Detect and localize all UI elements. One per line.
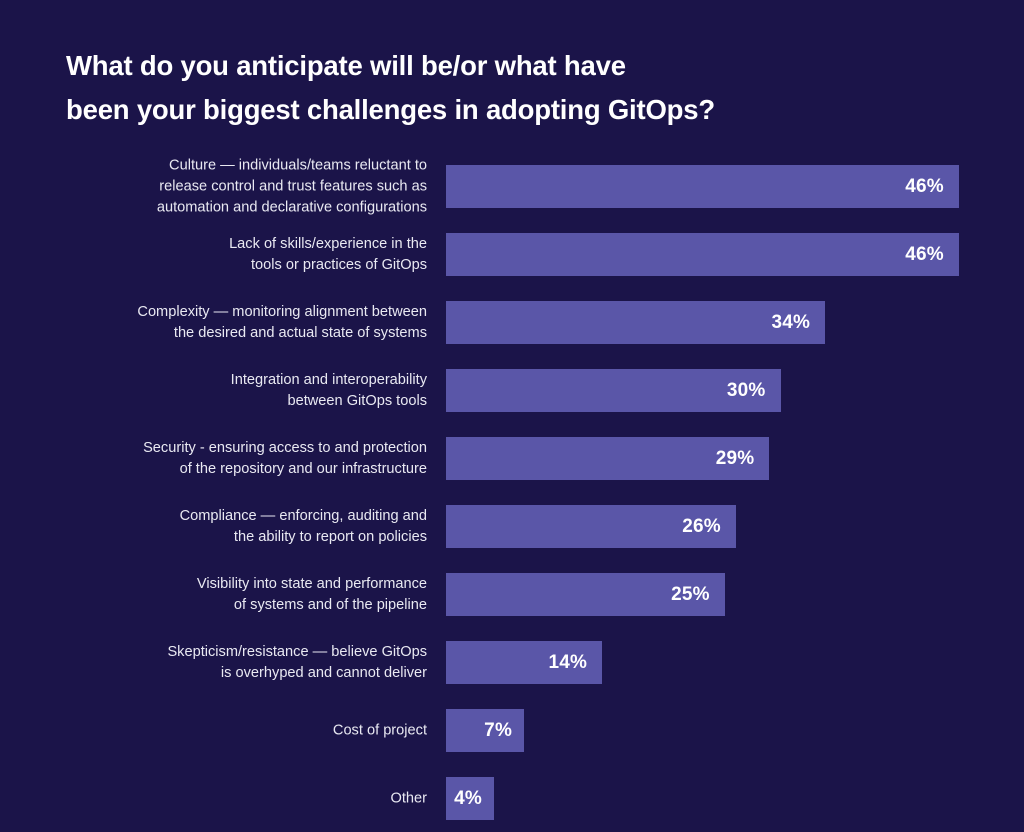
bar-category-label-line: Compliance — enforcing, auditing and bbox=[179, 507, 427, 524]
bar-row: Security - ensuring access to and protec… bbox=[0, 437, 1024, 480]
bar-category-label: Visibility into state and performance of … bbox=[47, 574, 427, 616]
bar-category-label: Skepticism/resistance — believe GitOps is… bbox=[47, 642, 427, 684]
bar-row: Visibility into state and performance of … bbox=[0, 573, 1024, 616]
bar-value-label: 34% bbox=[771, 311, 811, 333]
bar-value-label: 46% bbox=[905, 175, 944, 197]
bar-track: 34% bbox=[446, 301, 826, 344]
bar-chart-plot-area: Culture — individuals/teams reluctant to… bbox=[0, 144, 1024, 832]
bar[interactable]: 4% bbox=[446, 777, 494, 820]
bar-track: 7% bbox=[446, 709, 525, 752]
bar-track: 29% bbox=[446, 437, 770, 480]
bar-category-label-line: Culture — individuals/teams reluctant to bbox=[169, 157, 427, 173]
title-line-1: What do you anticipate will be/or what h… bbox=[66, 50, 626, 81]
bar[interactable]: 46% bbox=[446, 165, 959, 208]
bar[interactable]: 7% bbox=[446, 709, 525, 752]
bar-track: 26% bbox=[446, 505, 736, 548]
bar[interactable]: 46% bbox=[446, 233, 959, 276]
bar[interactable]: 29% bbox=[446, 437, 770, 480]
bar-category-label-line: Visibility into state and performance bbox=[196, 575, 427, 592]
bar-track: 46% bbox=[446, 233, 959, 276]
bar-category-label-line: Lack of skills/experience in the bbox=[229, 235, 427, 252]
bar-category-label-line: of the repository and our infrastructure bbox=[179, 460, 427, 477]
bar-value-label: 30% bbox=[726, 379, 766, 401]
bar-category-label-line: automation and declarative configuration… bbox=[156, 199, 427, 215]
bar-row: Integration and interoperability between … bbox=[0, 369, 1024, 412]
title-line-2: been your biggest challenges in adopting… bbox=[66, 94, 715, 125]
bar-category-label: Other bbox=[47, 788, 428, 809]
bar-category-label: Compliance — enforcing, auditing and the … bbox=[47, 506, 427, 548]
bar-row: Culture — individuals/teams reluctant to… bbox=[0, 157, 1024, 215]
bar[interactable]: 14% bbox=[446, 641, 603, 684]
bar-track: 25% bbox=[446, 573, 725, 616]
bar-row: Cost of project 7% bbox=[0, 709, 1024, 752]
bar-row: Complexity — monitoring alignment betwee… bbox=[0, 301, 1024, 344]
bar-value-label: 29% bbox=[715, 447, 755, 469]
bar[interactable]: 26% bbox=[446, 505, 736, 548]
bar-category-label: Cost of project bbox=[47, 720, 427, 741]
page-title: What do you anticipate will be/or what h… bbox=[66, 44, 946, 132]
bar[interactable]: 34% bbox=[446, 301, 826, 344]
bar-track: 30% bbox=[446, 369, 781, 412]
bar-track: 46% bbox=[446, 165, 959, 208]
bar-value-label: 7% bbox=[484, 719, 513, 741]
bar-category-label: Security - ensuring access to and protec… bbox=[47, 438, 427, 480]
bar-category-label-line: of systems and of the pipeline bbox=[233, 596, 427, 613]
bar[interactable]: 30% bbox=[446, 369, 781, 412]
bar-category-label-line: the desired and actual state of systems bbox=[173, 324, 427, 341]
bar-category-label-line: release control and trust features such … bbox=[159, 178, 427, 194]
bar-value-label: 46% bbox=[905, 243, 944, 265]
bar-category-label: Integration and interoperability between … bbox=[47, 370, 427, 412]
bar-row: Other 4% bbox=[0, 777, 1024, 820]
bar-category-label-line: Cost of project bbox=[332, 722, 427, 738]
bar-row: Skepticism/resistance — believe GitOps is… bbox=[0, 641, 1024, 684]
bar-value-label: 4% bbox=[454, 787, 482, 809]
bar-category-label-line: Skepticism/resistance — believe GitOps bbox=[167, 643, 427, 660]
bar-category-label-line: Other bbox=[390, 790, 428, 806]
bar-value-label: 26% bbox=[682, 515, 721, 537]
bar-category-label-line: Complexity — monitoring alignment betwee… bbox=[137, 303, 427, 320]
bar-category-label-line: is overhyped and cannot deliver bbox=[220, 664, 427, 681]
bar-category-label: Lack of skills/experience in the tools or… bbox=[47, 234, 427, 276]
bar-row: Compliance — enforcing, auditing and the … bbox=[0, 505, 1024, 548]
bar-category-label-line: tools or practices of GitOps bbox=[250, 256, 427, 273]
bar-category-label-line: Security - ensuring access to and protec… bbox=[143, 439, 427, 456]
bar-track: 4% bbox=[446, 777, 494, 820]
bar-category-label-line: the ability to report on policies bbox=[233, 528, 427, 545]
bar-category-label: Culture — individuals/teams reluctant to… bbox=[47, 155, 427, 218]
bar-row: Lack of skills/experience in the tools or… bbox=[0, 233, 1024, 276]
bar[interactable]: 25% bbox=[446, 573, 725, 616]
bar-category-label-line: Integration and interoperability bbox=[230, 371, 427, 388]
bar-track: 14% bbox=[446, 641, 603, 684]
bar-value-label: 14% bbox=[548, 651, 588, 673]
bar-category-label-line: between GitOps tools bbox=[287, 392, 427, 409]
bar-category-label: Complexity — monitoring alignment betwee… bbox=[47, 302, 427, 344]
bar-value-label: 25% bbox=[671, 583, 710, 605]
